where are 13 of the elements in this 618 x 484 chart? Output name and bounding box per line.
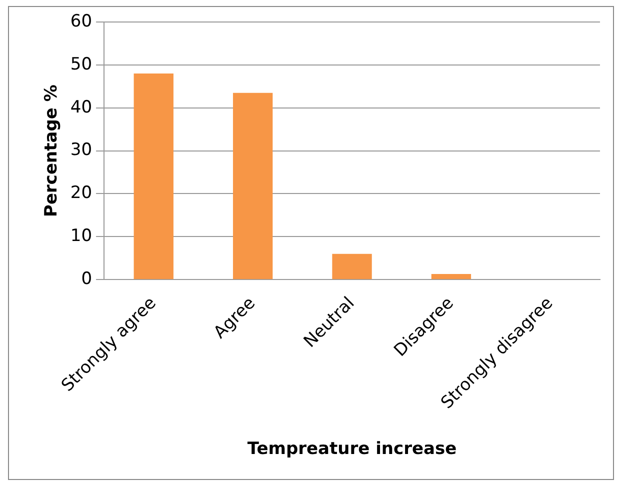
- bar: [232, 92, 273, 280]
- y-tick-label: 60: [70, 11, 92, 32]
- y-tick-label: 0: [81, 269, 92, 289]
- y-tick-label: 40: [70, 97, 92, 118]
- y-tick-label: 10: [70, 226, 92, 246]
- bar: [332, 254, 372, 280]
- y-tick-label: 50: [70, 54, 92, 74]
- y-axis-title: Percentage %: [42, 84, 62, 217]
- y-tick-label: 30: [70, 140, 92, 160]
- bar: [134, 74, 174, 280]
- bar: [431, 274, 472, 280]
- x-axis-title: Tempreature increase: [247, 439, 457, 460]
- y-tick-label: 20: [70, 183, 92, 204]
